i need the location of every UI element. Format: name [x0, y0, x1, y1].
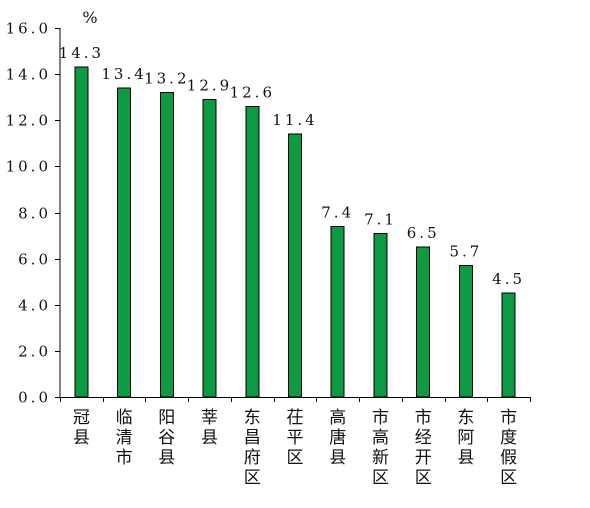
bar-7 [373, 232, 388, 398]
y-tick-label: 2.0 [18, 343, 51, 361]
bar-0 [74, 66, 89, 398]
category-label-2: 阳谷县 [158, 408, 175, 468]
bar-1 [117, 87, 132, 398]
data-label-7: 7.1 [364, 210, 397, 228]
data-label-9: 5.7 [449, 243, 482, 261]
y-tick-label: 16.0 [6, 20, 51, 38]
category-label-3: 莘县 [201, 408, 218, 448]
y-axis: 0.0 2.0 4.0 6.0 8.0 10.0 12.0 14.0 16.0 [6, 20, 61, 407]
bar-4 [245, 105, 260, 398]
data-labels: 14.3 13.413.212.912.6 11.4 7.4 7.1 6.5 5.7 4.5 [59, 44, 525, 288]
y-tick-label: 8.0 [18, 205, 51, 223]
data-label-0: 14.3 [59, 44, 104, 62]
y-tick-label: 14.0 [6, 66, 51, 84]
data-label-5: 11.4 [272, 111, 317, 129]
y-tick-label: 0.0 [18, 389, 51, 407]
data-label-2: 13.2 [144, 70, 189, 88]
category-label-9: 东阿县 [457, 408, 474, 468]
category-label-7: 市高新区 [372, 408, 389, 488]
y-tick-label: 6.0 [18, 251, 51, 269]
data-label-3: 12.9 [187, 77, 232, 95]
y-tick-label: 12.0 [6, 112, 51, 130]
y-tick-label: 10.0 [6, 158, 51, 176]
bar-3 [202, 99, 217, 398]
bars [74, 66, 516, 398]
bar-8 [416, 246, 431, 398]
category-label-5: 茌平区 [287, 408, 304, 468]
category-label-0: 冠县 [73, 408, 90, 448]
data-label-6: 7.4 [321, 203, 354, 221]
bar-6 [330, 225, 345, 398]
bar-9 [458, 265, 473, 398]
category-label-8: 市经开区 [415, 408, 432, 488]
data-label-10: 4.5 [492, 270, 525, 288]
bar-5 [288, 133, 302, 398]
data-label-8: 6.5 [407, 224, 440, 242]
category-label-1: 临清市 [116, 408, 133, 468]
bar-2 [159, 92, 174, 398]
category-labels: 冠县 临清市 阳谷县 莘县 东昌府区 茌平区 高唐县 市高新区 市经开区 东阿县 市度假区 [73, 408, 517, 488]
category-label-10: 市度假区 [500, 408, 517, 488]
x-axis [60, 397, 531, 402]
data-label-1: 13.4 [101, 65, 146, 83]
y-tick-label: 4.0 [18, 297, 51, 315]
y-unit-label: % [82, 8, 97, 27]
category-label-6: 高唐县 [329, 408, 346, 468]
data-label-4: 12.6 [230, 83, 275, 101]
bar-10 [501, 292, 516, 398]
category-label-4: 东昌府区 [244, 408, 261, 488]
